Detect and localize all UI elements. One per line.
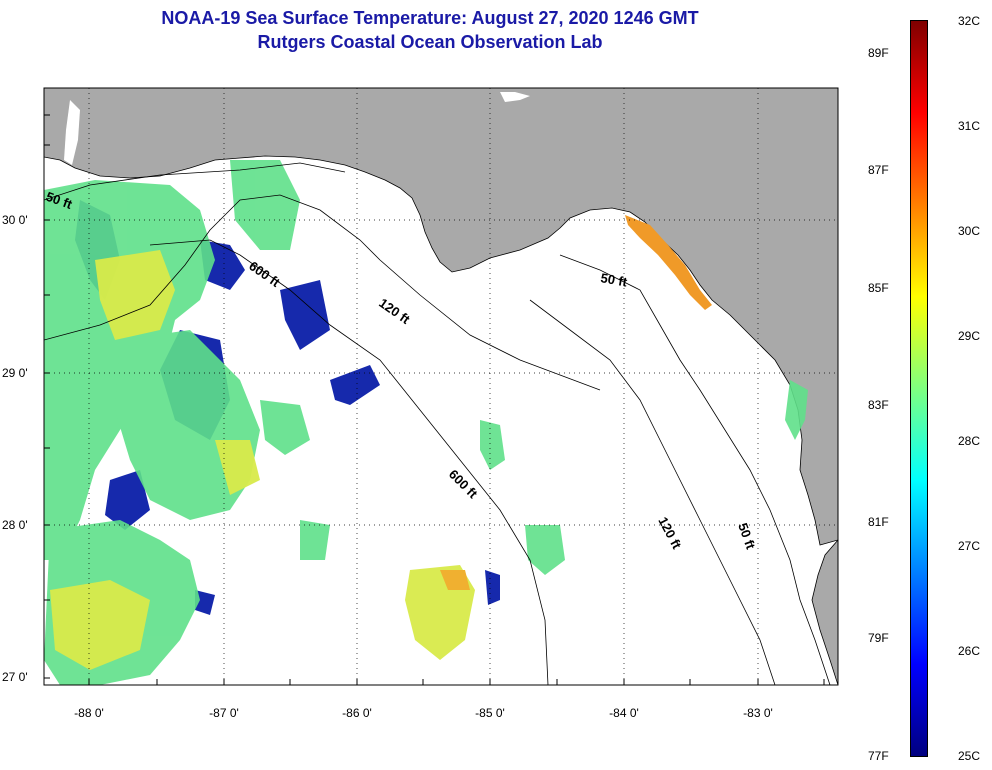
lat-label: 30 0' xyxy=(2,213,28,227)
map-title: NOAA-19 Sea Surface Temperature: August … xyxy=(161,8,699,28)
axis-ticks xyxy=(44,114,825,685)
colorbar-celsius-label: 31C xyxy=(958,119,981,133)
temperature-colorbar xyxy=(910,20,928,757)
lat-label: 29 0' xyxy=(2,366,28,380)
lat-label: 28 0' xyxy=(2,518,28,532)
colorbar-celsius-label: 26C xyxy=(958,644,981,658)
colorbar-fahrenheit-label: 89F xyxy=(868,46,889,60)
sst-map: 50 ft 600 ft 120 ft 50 ft 600 ft 120 ft … xyxy=(43,87,839,686)
map-frame xyxy=(43,87,839,686)
sst-mid-patches xyxy=(44,160,808,685)
colorbar-celsius-label: 27C xyxy=(958,539,981,553)
colorbar-celsius-label: 32C xyxy=(958,14,981,28)
peninsula-land xyxy=(811,539,838,685)
colorbar-celsius-label: 25C xyxy=(958,749,981,763)
colorbar-fahrenheit-label: 81F xyxy=(868,515,889,529)
lon-label: -88 0' xyxy=(74,706,104,720)
lon-label: -83 0' xyxy=(743,706,773,720)
sst-hot-strip xyxy=(625,215,712,310)
contour-label: 50 ft xyxy=(599,270,629,290)
lon-label: -84 0' xyxy=(609,706,639,720)
mobile-bay xyxy=(64,100,80,165)
colorbar-celsius-label: 29C xyxy=(958,329,981,343)
colorbar-fahrenheit-label: 87F xyxy=(868,163,889,177)
colorbar-fahrenheit-label: 85F xyxy=(868,281,889,295)
lon-label: -85 0' xyxy=(475,706,505,720)
colorbar-fahrenheit-label: 79F xyxy=(868,631,889,645)
colorbar-celsius-label: 30C xyxy=(958,224,981,238)
inland-water xyxy=(500,92,530,102)
lon-label: -87 0' xyxy=(209,706,239,720)
sst-hot-spot xyxy=(440,570,470,590)
map-subtitle: Rutgers Coastal Ocean Observation Lab xyxy=(257,32,603,52)
colorbar-fahrenheit-label: 77F xyxy=(868,749,889,763)
depth-contours xyxy=(44,162,831,685)
lon-label: -86 0' xyxy=(342,706,372,720)
colorbar-celsius-label: 28C xyxy=(958,434,981,448)
lat-label: 27 0' xyxy=(2,670,28,684)
colorbar-fahrenheit-label: 83F xyxy=(868,398,889,412)
